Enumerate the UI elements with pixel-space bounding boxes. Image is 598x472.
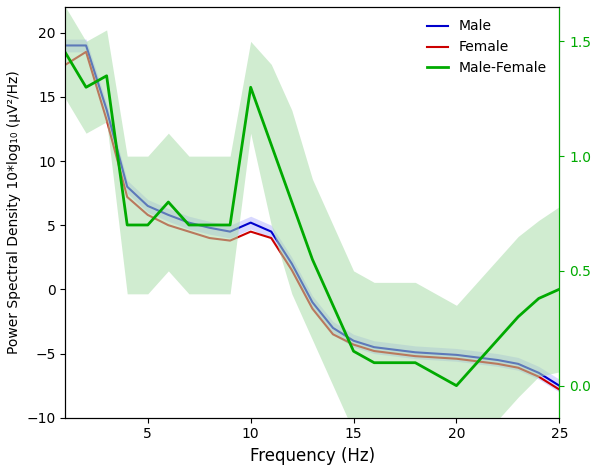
Male xyxy=(432,351,440,356)
Female xyxy=(206,235,213,241)
Female xyxy=(124,194,131,200)
Male-Female xyxy=(124,222,131,228)
Female xyxy=(391,351,398,356)
Female xyxy=(350,342,357,347)
Male xyxy=(83,42,90,48)
Male xyxy=(535,370,542,376)
Female xyxy=(453,356,460,362)
Male-Female xyxy=(268,142,275,147)
Male-Female xyxy=(556,287,563,292)
Male xyxy=(144,203,151,209)
Female xyxy=(165,222,172,228)
Male xyxy=(268,229,275,235)
Male xyxy=(165,212,172,218)
Male-Female xyxy=(206,222,213,228)
Male xyxy=(515,361,522,367)
Male xyxy=(206,225,213,231)
Male xyxy=(288,261,295,267)
Male xyxy=(474,354,481,360)
Male-Female xyxy=(288,199,295,205)
Male-Female xyxy=(329,303,337,308)
Male-Female xyxy=(350,348,357,354)
Male xyxy=(103,107,110,112)
Male-Female xyxy=(432,371,440,377)
Female xyxy=(83,49,90,55)
Male-Female xyxy=(103,73,110,79)
X-axis label: Frequency (Hz): Frequency (Hz) xyxy=(250,447,375,465)
Female xyxy=(494,361,501,367)
Male xyxy=(411,349,419,355)
Male-Female xyxy=(453,383,460,388)
Male xyxy=(391,347,398,353)
Male-Female xyxy=(185,222,193,228)
Female xyxy=(432,354,440,360)
Legend: Male, Female, Male-Female: Male, Female, Male-Female xyxy=(421,14,553,81)
Line: Female: Female xyxy=(65,52,559,389)
Male xyxy=(247,220,254,226)
Male-Female xyxy=(494,337,501,343)
Male xyxy=(371,345,378,350)
Male-Female xyxy=(309,257,316,262)
Male xyxy=(556,383,563,388)
Male-Female xyxy=(83,84,90,90)
Female xyxy=(103,117,110,123)
Male xyxy=(124,184,131,190)
Male-Female xyxy=(411,360,419,365)
Male-Female xyxy=(391,360,398,365)
Male-Female xyxy=(165,199,172,205)
Line: Male: Male xyxy=(65,45,559,386)
Female xyxy=(62,62,69,67)
Male xyxy=(494,357,501,363)
Male-Female xyxy=(227,222,234,228)
Male xyxy=(350,338,357,344)
Female xyxy=(411,354,419,359)
Male xyxy=(227,229,234,235)
Male xyxy=(62,42,69,48)
Male-Female xyxy=(62,50,69,56)
Female xyxy=(227,238,234,244)
Male xyxy=(309,299,316,305)
Male-Female xyxy=(247,84,254,90)
Male xyxy=(329,325,337,331)
Line: Male-Female: Male-Female xyxy=(65,53,559,386)
Female xyxy=(185,229,193,235)
Male xyxy=(453,352,460,358)
Female xyxy=(371,348,378,354)
Male-Female xyxy=(515,314,522,320)
Y-axis label: Power Spectral Density 10*log₁₀ (μV²/Hz): Power Spectral Density 10*log₁₀ (μV²/Hz) xyxy=(7,70,21,354)
Female xyxy=(515,365,522,371)
Female xyxy=(247,229,254,235)
Female xyxy=(556,387,563,392)
Male-Female xyxy=(371,360,378,365)
Female xyxy=(474,358,481,364)
Female xyxy=(309,306,316,312)
Female xyxy=(535,374,542,379)
Female xyxy=(268,235,275,241)
Male-Female xyxy=(144,222,151,228)
Female xyxy=(288,267,295,273)
Female xyxy=(329,331,337,337)
Male-Female xyxy=(535,295,542,301)
Female xyxy=(144,212,151,218)
Male-Female xyxy=(474,360,481,365)
Male xyxy=(185,220,193,226)
